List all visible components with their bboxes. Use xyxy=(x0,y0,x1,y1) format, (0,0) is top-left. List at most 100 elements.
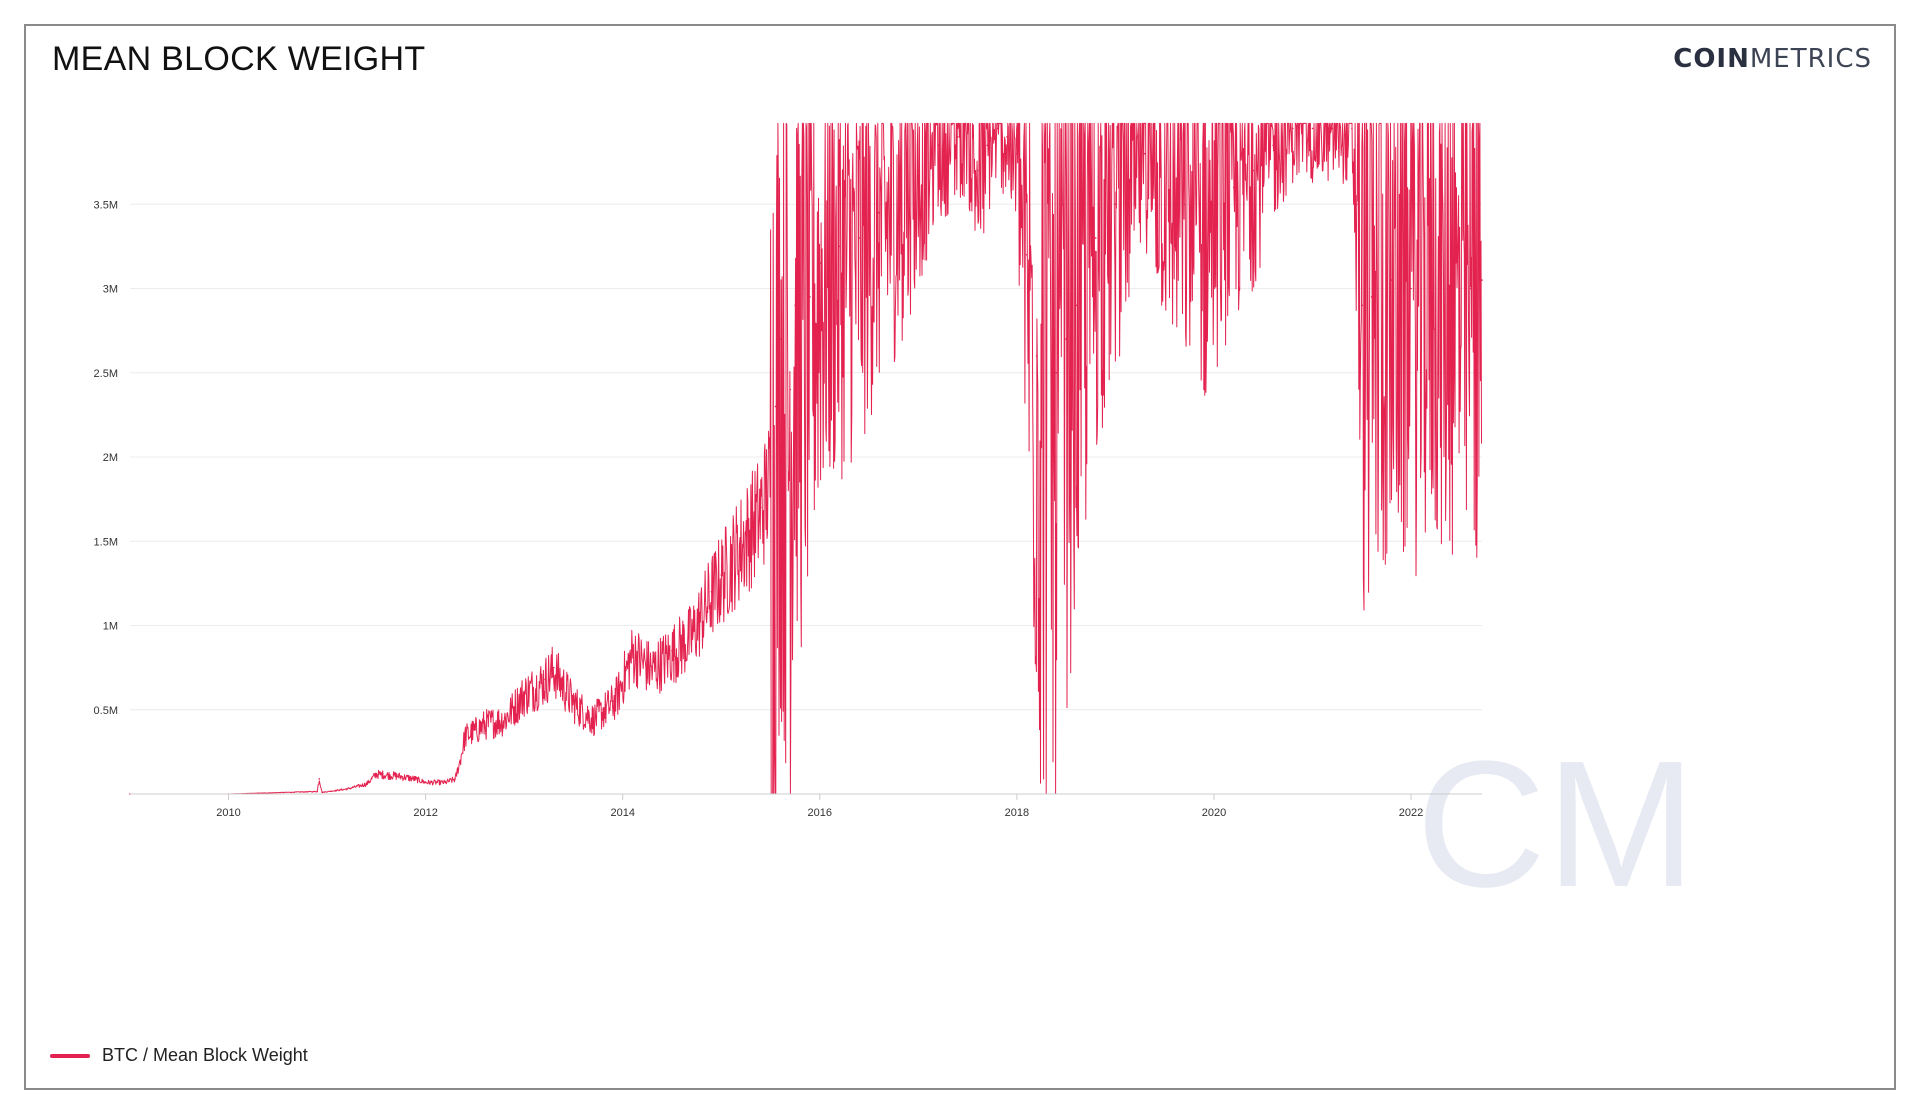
series-point xyxy=(651,666,654,669)
series-point xyxy=(1006,136,1008,138)
series-point xyxy=(690,633,693,635)
series-point xyxy=(1094,237,1097,239)
series-point xyxy=(483,722,486,725)
series-point xyxy=(818,262,821,265)
series-point xyxy=(395,774,397,777)
series-point xyxy=(1370,296,1373,298)
series-point xyxy=(858,237,861,239)
watermark-logo: CM xyxy=(1416,724,1696,925)
y-tick-label: 3.5M xyxy=(94,199,118,211)
series-point xyxy=(1291,127,1294,130)
x-tick-label: 2020 xyxy=(1202,807,1226,819)
series-point xyxy=(799,321,801,324)
x-tick-label: 2022 xyxy=(1399,807,1423,819)
series-point xyxy=(794,304,796,307)
series-point xyxy=(454,778,456,780)
series-point xyxy=(710,591,713,593)
series-point xyxy=(759,506,762,509)
series-point xyxy=(1449,279,1452,281)
series-point xyxy=(321,791,323,794)
series-point xyxy=(976,169,979,172)
series-point xyxy=(1252,169,1255,172)
legend[interactable]: BTC / Mean Block Weight xyxy=(50,1045,308,1066)
series-point xyxy=(345,788,348,790)
series-point xyxy=(996,127,998,130)
series-point xyxy=(1035,355,1038,357)
series-point xyxy=(789,388,792,391)
x-tick-label: 2014 xyxy=(610,807,634,819)
series-point xyxy=(602,708,604,711)
series-point xyxy=(956,136,959,138)
series-point xyxy=(1331,127,1334,130)
series-point xyxy=(1025,254,1028,256)
series-point xyxy=(444,781,447,784)
series-point xyxy=(1016,152,1018,155)
series-point xyxy=(1410,287,1412,290)
legend-swatch xyxy=(50,1053,90,1058)
brand-logo-bold: COIN xyxy=(1673,44,1750,74)
series-point xyxy=(1114,203,1117,206)
series-point xyxy=(365,783,368,785)
series-point xyxy=(1429,270,1432,273)
series-point xyxy=(1045,405,1048,408)
series-point xyxy=(1183,203,1186,206)
x-tick-label: 2010 xyxy=(216,807,240,819)
x-tick-label: 2016 xyxy=(808,807,832,819)
y-axis-labels: 0.5M 1M 1.5M 2M 2.5M 3M 3.5M xyxy=(94,199,118,717)
series-point xyxy=(838,245,841,248)
series-point xyxy=(1356,203,1358,206)
series-point xyxy=(1272,144,1274,147)
series-point xyxy=(1469,287,1471,290)
series-point xyxy=(1481,279,1483,281)
series-point xyxy=(1065,338,1067,340)
series-point xyxy=(414,778,417,780)
series-point xyxy=(1311,127,1314,130)
series-point xyxy=(503,717,506,719)
brand-logo-light: METRICS xyxy=(1749,44,1872,74)
series-point xyxy=(774,405,777,408)
series-point xyxy=(809,296,811,298)
x-tick-label: 2018 xyxy=(1005,807,1029,819)
series-point xyxy=(769,473,772,475)
series-point xyxy=(543,678,545,681)
series-point xyxy=(552,666,555,669)
series-point xyxy=(318,778,321,780)
series-point xyxy=(612,700,614,703)
series-point xyxy=(1163,186,1166,189)
series-point xyxy=(631,649,634,652)
y-tick-label: 1M xyxy=(103,621,118,633)
x-axis-labels: 2010 2012 2014 2016 2018 2020 2022 xyxy=(216,794,1423,819)
series-point xyxy=(1360,304,1363,307)
series-point xyxy=(878,211,880,214)
series-point xyxy=(720,574,723,576)
y-tick-label: 2.5M xyxy=(94,368,118,380)
series-point xyxy=(897,195,900,197)
series-point xyxy=(1390,279,1393,281)
series-point xyxy=(616,692,619,694)
series-point xyxy=(1055,371,1058,374)
chart-frame: MEAN BLOCK WEIGHT COINMETRICS CM 0.5M 1M 1… xyxy=(24,24,1896,1090)
series-point xyxy=(1213,203,1215,206)
brand-logo: COINMETRICS xyxy=(1673,44,1872,74)
x-tick-label: 2012 xyxy=(413,807,437,819)
y-tick-label: 0.5M xyxy=(94,705,118,717)
series-point xyxy=(917,169,920,172)
legend-label: BTC / Mean Block Weight xyxy=(102,1045,308,1065)
y-tick-label: 1.5M xyxy=(94,536,118,548)
series-point xyxy=(316,790,319,793)
series-point xyxy=(572,700,575,703)
series-point xyxy=(740,540,742,543)
series-point xyxy=(1351,127,1353,130)
series-point xyxy=(459,759,461,762)
series-point xyxy=(1075,304,1077,307)
watermark-text: CM xyxy=(1416,724,1696,925)
series-point xyxy=(523,692,525,694)
series-point xyxy=(671,649,673,652)
series-point xyxy=(464,734,466,736)
series-point xyxy=(937,144,939,147)
series-point xyxy=(592,717,594,719)
series-point xyxy=(966,132,969,135)
y-tick-label: 3M xyxy=(103,284,118,296)
series-point xyxy=(474,729,476,731)
series-line xyxy=(130,122,1482,795)
